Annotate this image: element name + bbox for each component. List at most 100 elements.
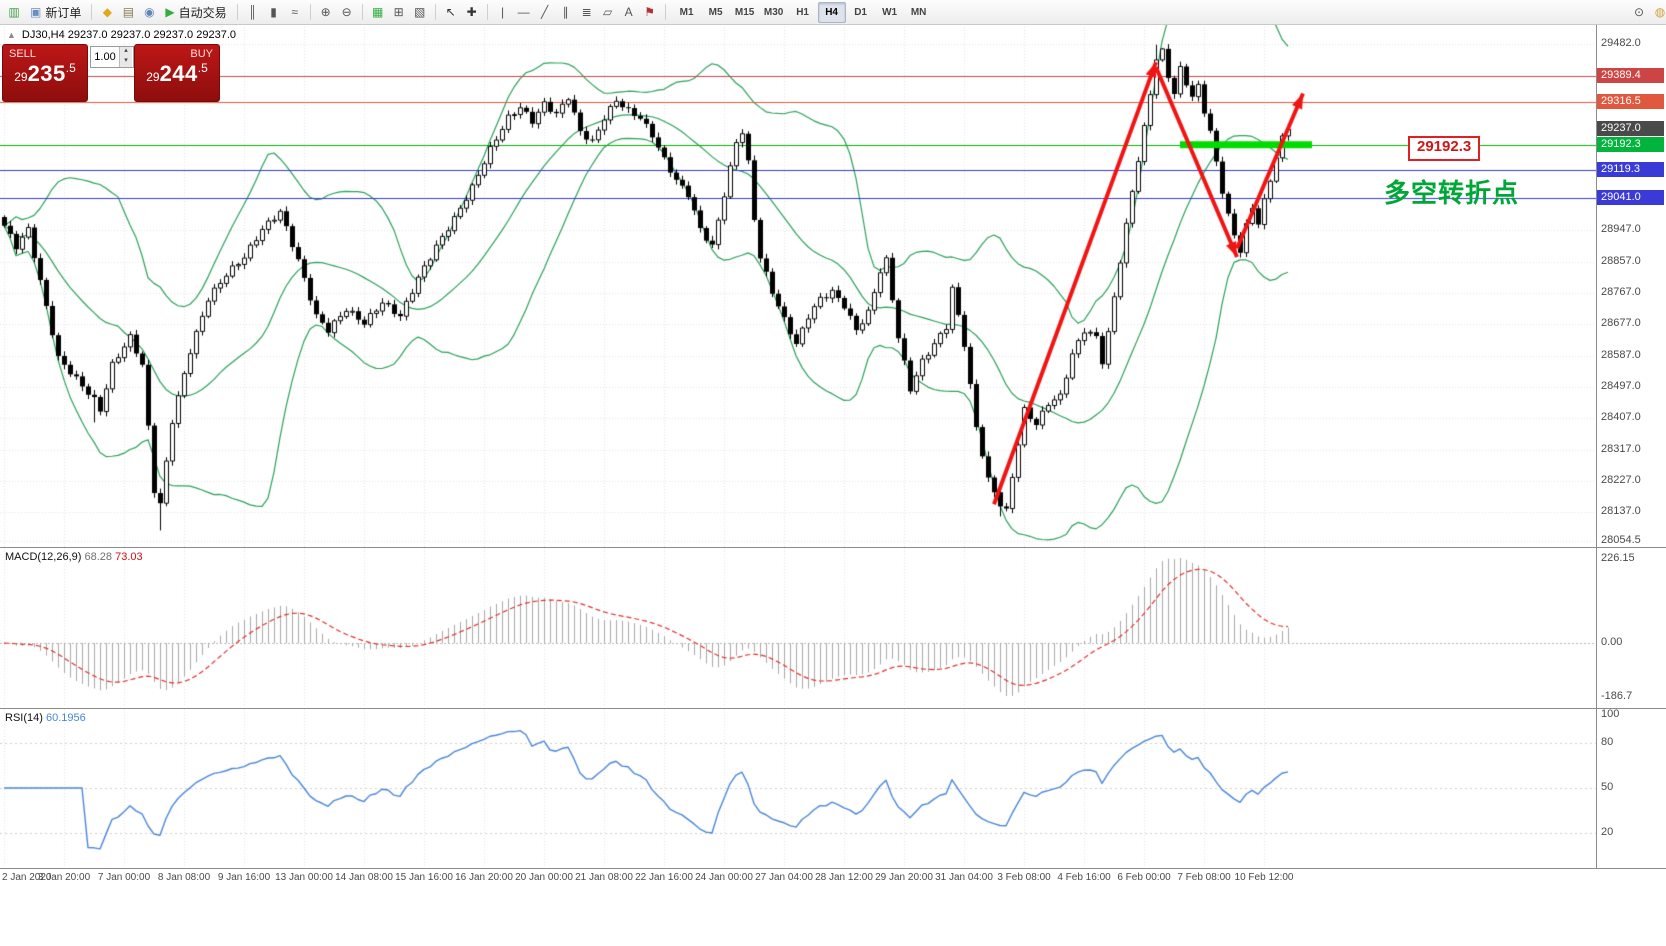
text-icon[interactable]: A bbox=[619, 2, 639, 22]
rsi-name: RSI(14) bbox=[5, 712, 43, 724]
macd-rsi-separator[interactable] bbox=[0, 708, 1666, 709]
timeframe-m15-button[interactable]: M15 bbox=[734, 6, 755, 18]
cursor-icon[interactable]: ↖ bbox=[441, 2, 461, 22]
price-tag: 29041.0 bbox=[1597, 189, 1664, 205]
rsi-label: RSI(14) 60.1956 bbox=[5, 712, 86, 724]
timeframe-m5-button[interactable]: M5 bbox=[708, 6, 723, 18]
new-order-button[interactable]: ▣ 新订单 bbox=[25, 2, 86, 22]
timeframe-m30-button[interactable]: M30 bbox=[763, 6, 784, 18]
zoom-in-icon: ⊕ bbox=[320, 5, 331, 19]
zoom-out-icon[interactable]: ⊖ bbox=[337, 2, 357, 22]
zoom-in-icon[interactable]: ⊕ bbox=[316, 2, 336, 22]
price-tag: 29316.5 bbox=[1597, 93, 1664, 109]
toolbar-separator bbox=[434, 4, 436, 20]
search-icon[interactable]: ⊙ bbox=[1629, 2, 1649, 22]
price-axis-label: 28407.0 bbox=[1601, 411, 1641, 424]
shapes-icon[interactable]: ▱ bbox=[598, 2, 618, 22]
app-icon: ▥ bbox=[8, 5, 20, 19]
mql5-community-icon[interactable]: ◆ bbox=[97, 2, 117, 22]
horizontal-line-icon: ― bbox=[517, 5, 530, 19]
trendline-icon[interactable]: ╱ bbox=[535, 2, 555, 22]
volume-down-button[interactable]: ▾ bbox=[120, 57, 132, 67]
timeframe-w1-button[interactable]: W1 bbox=[882, 6, 898, 18]
timeframe-h1-button[interactable]: H1 bbox=[796, 6, 809, 18]
price-axis-label: 28587.0 bbox=[1601, 348, 1641, 361]
buy-label: BUY bbox=[190, 48, 213, 60]
arrows-icon[interactable]: ⚑ bbox=[640, 2, 660, 22]
crosshair-icon[interactable]: ✚ bbox=[462, 2, 482, 22]
timeframe-mn-button[interactable]: MN bbox=[910, 6, 927, 18]
trendline-icon: ╱ bbox=[540, 5, 549, 19]
price-tag: 29389.4 bbox=[1597, 68, 1664, 84]
buy-price: 29244.5 bbox=[146, 61, 208, 86]
time-axis-separator bbox=[0, 868, 1666, 869]
time-axis-label: 9 Jan 16:00 bbox=[217, 872, 271, 883]
timeframe-h4-button[interactable]: H4 bbox=[817, 1, 846, 23]
price-axis-label: 28497.0 bbox=[1601, 379, 1641, 392]
timeframe-m1-button[interactable]: M1 bbox=[679, 6, 694, 18]
data-window-icon[interactable]: ▤ bbox=[118, 2, 138, 22]
history-center-icon[interactable]: ◉ bbox=[139, 2, 159, 22]
volume-up-button[interactable]: ▴ bbox=[120, 47, 132, 57]
macd-signal-value: 73.03 bbox=[115, 551, 143, 563]
rsi-axis[interactable]: 100 80 50 20 bbox=[1597, 708, 1666, 867]
toolbar-separator bbox=[309, 4, 311, 20]
new-order-button-label: 新订单 bbox=[45, 5, 82, 20]
rsi-axis-label: 50 bbox=[1601, 781, 1614, 793]
rsi-indicator-canvas[interactable] bbox=[0, 709, 1596, 867]
horizontal-line-icon[interactable]: ― bbox=[514, 2, 534, 22]
macd-axis-label: -186.7 bbox=[1601, 690, 1633, 702]
search-icon: ⊙ bbox=[1633, 5, 1645, 19]
new-chart-icon[interactable]: ⊞ bbox=[389, 2, 409, 22]
vertical-line-icon[interactable]: | bbox=[493, 2, 513, 22]
vertical-line-icon: | bbox=[501, 5, 505, 19]
time-axis-label: 14 Jan 08:00 bbox=[335, 872, 393, 883]
timeframe-d1-button[interactable]: D1 bbox=[854, 6, 867, 18]
volume-field: ▴ ▾ bbox=[90, 46, 134, 68]
bar-chart-type-icon[interactable]: ║ bbox=[243, 2, 263, 22]
one-click-trading-panel: SELL 29235.5 ▴ ▾ BUY 29244.5 bbox=[2, 44, 220, 102]
arrows-icon: ⚑ bbox=[644, 5, 655, 19]
candlestick-type-icon[interactable]: ▮ bbox=[264, 2, 284, 22]
channel-icon: ∥ bbox=[562, 5, 569, 19]
fibonacci-icon: ≣ bbox=[581, 5, 592, 19]
profiles-icon: ▧ bbox=[413, 5, 426, 19]
price-tag: 29237.0 bbox=[1597, 121, 1664, 137]
main-chart-canvas[interactable] bbox=[0, 24, 1596, 547]
crosshair-icon: ✚ bbox=[466, 5, 477, 19]
chinese-note-text[interactable]: 多空转折点 bbox=[1384, 178, 1520, 208]
sell-label: SELL bbox=[9, 48, 36, 60]
line-chart-type-icon[interactable]: ≈ bbox=[285, 2, 305, 22]
volume-input[interactable] bbox=[91, 47, 119, 67]
time-axis-label: 6 Feb 00:00 bbox=[1117, 872, 1171, 883]
new-order-button-icon: ▣ bbox=[30, 5, 42, 19]
profiles-icon[interactable]: ▧ bbox=[410, 2, 430, 22]
price-callout-box[interactable]: 29192.3 bbox=[1408, 136, 1481, 161]
community-icon[interactable]: ◍ bbox=[1650, 2, 1666, 22]
macd-axis[interactable]: 226.15 0.00 -186.7 bbox=[1597, 548, 1666, 706]
time-axis-label: 29 Jan 20:00 bbox=[875, 872, 933, 883]
time-axis[interactable]: 2 Jan 2020 3 Jan 20:00 7 Jan 00:00 8 Jan 08… bbox=[0, 869, 1596, 889]
price-axis-label: 28227.0 bbox=[1601, 473, 1641, 486]
sell-button[interactable]: SELL 29235.5 bbox=[2, 44, 88, 102]
toolbar: ▥ ▣ 新订单 ◆ ▤ ◉ ▶ 自动交易 ║ ▮ ≈ ⊕ ⊖ ▦ ⊞ ▧ ↖ ✚ | ― ╱ ∥ ≣ ▱ A ⚑ M1 M5 M15 M3… bbox=[0, 0, 1666, 25]
fibonacci-icon[interactable]: ≣ bbox=[577, 2, 597, 22]
one-click-collapse-icon[interactable]: ▲ bbox=[7, 30, 16, 40]
price-axis-label: 28137.0 bbox=[1601, 505, 1641, 518]
price-axis[interactable]: 29482.0 28947.0 28857.0 28767.0 28677.0 28587… bbox=[1597, 24, 1666, 547]
macd-indicator-canvas[interactable] bbox=[0, 548, 1596, 706]
autotrading-button[interactable]: ▶ 自动交易 bbox=[160, 2, 231, 22]
price-axis-label: 28054.5 bbox=[1601, 534, 1641, 546]
price-tag: 29119.3 bbox=[1597, 162, 1664, 178]
cursor-icon: ↖ bbox=[445, 5, 456, 19]
main-macd-separator[interactable] bbox=[0, 547, 1666, 548]
channel-icon[interactable]: ∥ bbox=[556, 2, 576, 22]
history-center-icon: ◉ bbox=[144, 5, 155, 19]
buy-button[interactable]: BUY 29244.5 bbox=[134, 44, 220, 102]
time-axis-label: 27 Jan 04:00 bbox=[755, 872, 813, 883]
price-axis-label: 28857.0 bbox=[1601, 254, 1641, 267]
tile-windows-icon[interactable]: ▦ bbox=[368, 2, 388, 22]
rsi-value: 60.1956 bbox=[45, 712, 86, 724]
time-axis-label: 21 Jan 08:00 bbox=[575, 872, 633, 883]
new-chart-icon: ⊞ bbox=[393, 5, 404, 19]
